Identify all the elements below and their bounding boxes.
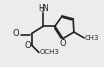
Text: OCH3: OCH3 [40,49,59,55]
Text: O: O [60,39,66,48]
Text: 2: 2 [41,8,45,13]
Text: O: O [13,29,19,38]
Text: CH3: CH3 [85,35,99,41]
Text: N: N [42,4,48,13]
Text: O: O [24,41,31,50]
Text: H: H [38,4,44,13]
